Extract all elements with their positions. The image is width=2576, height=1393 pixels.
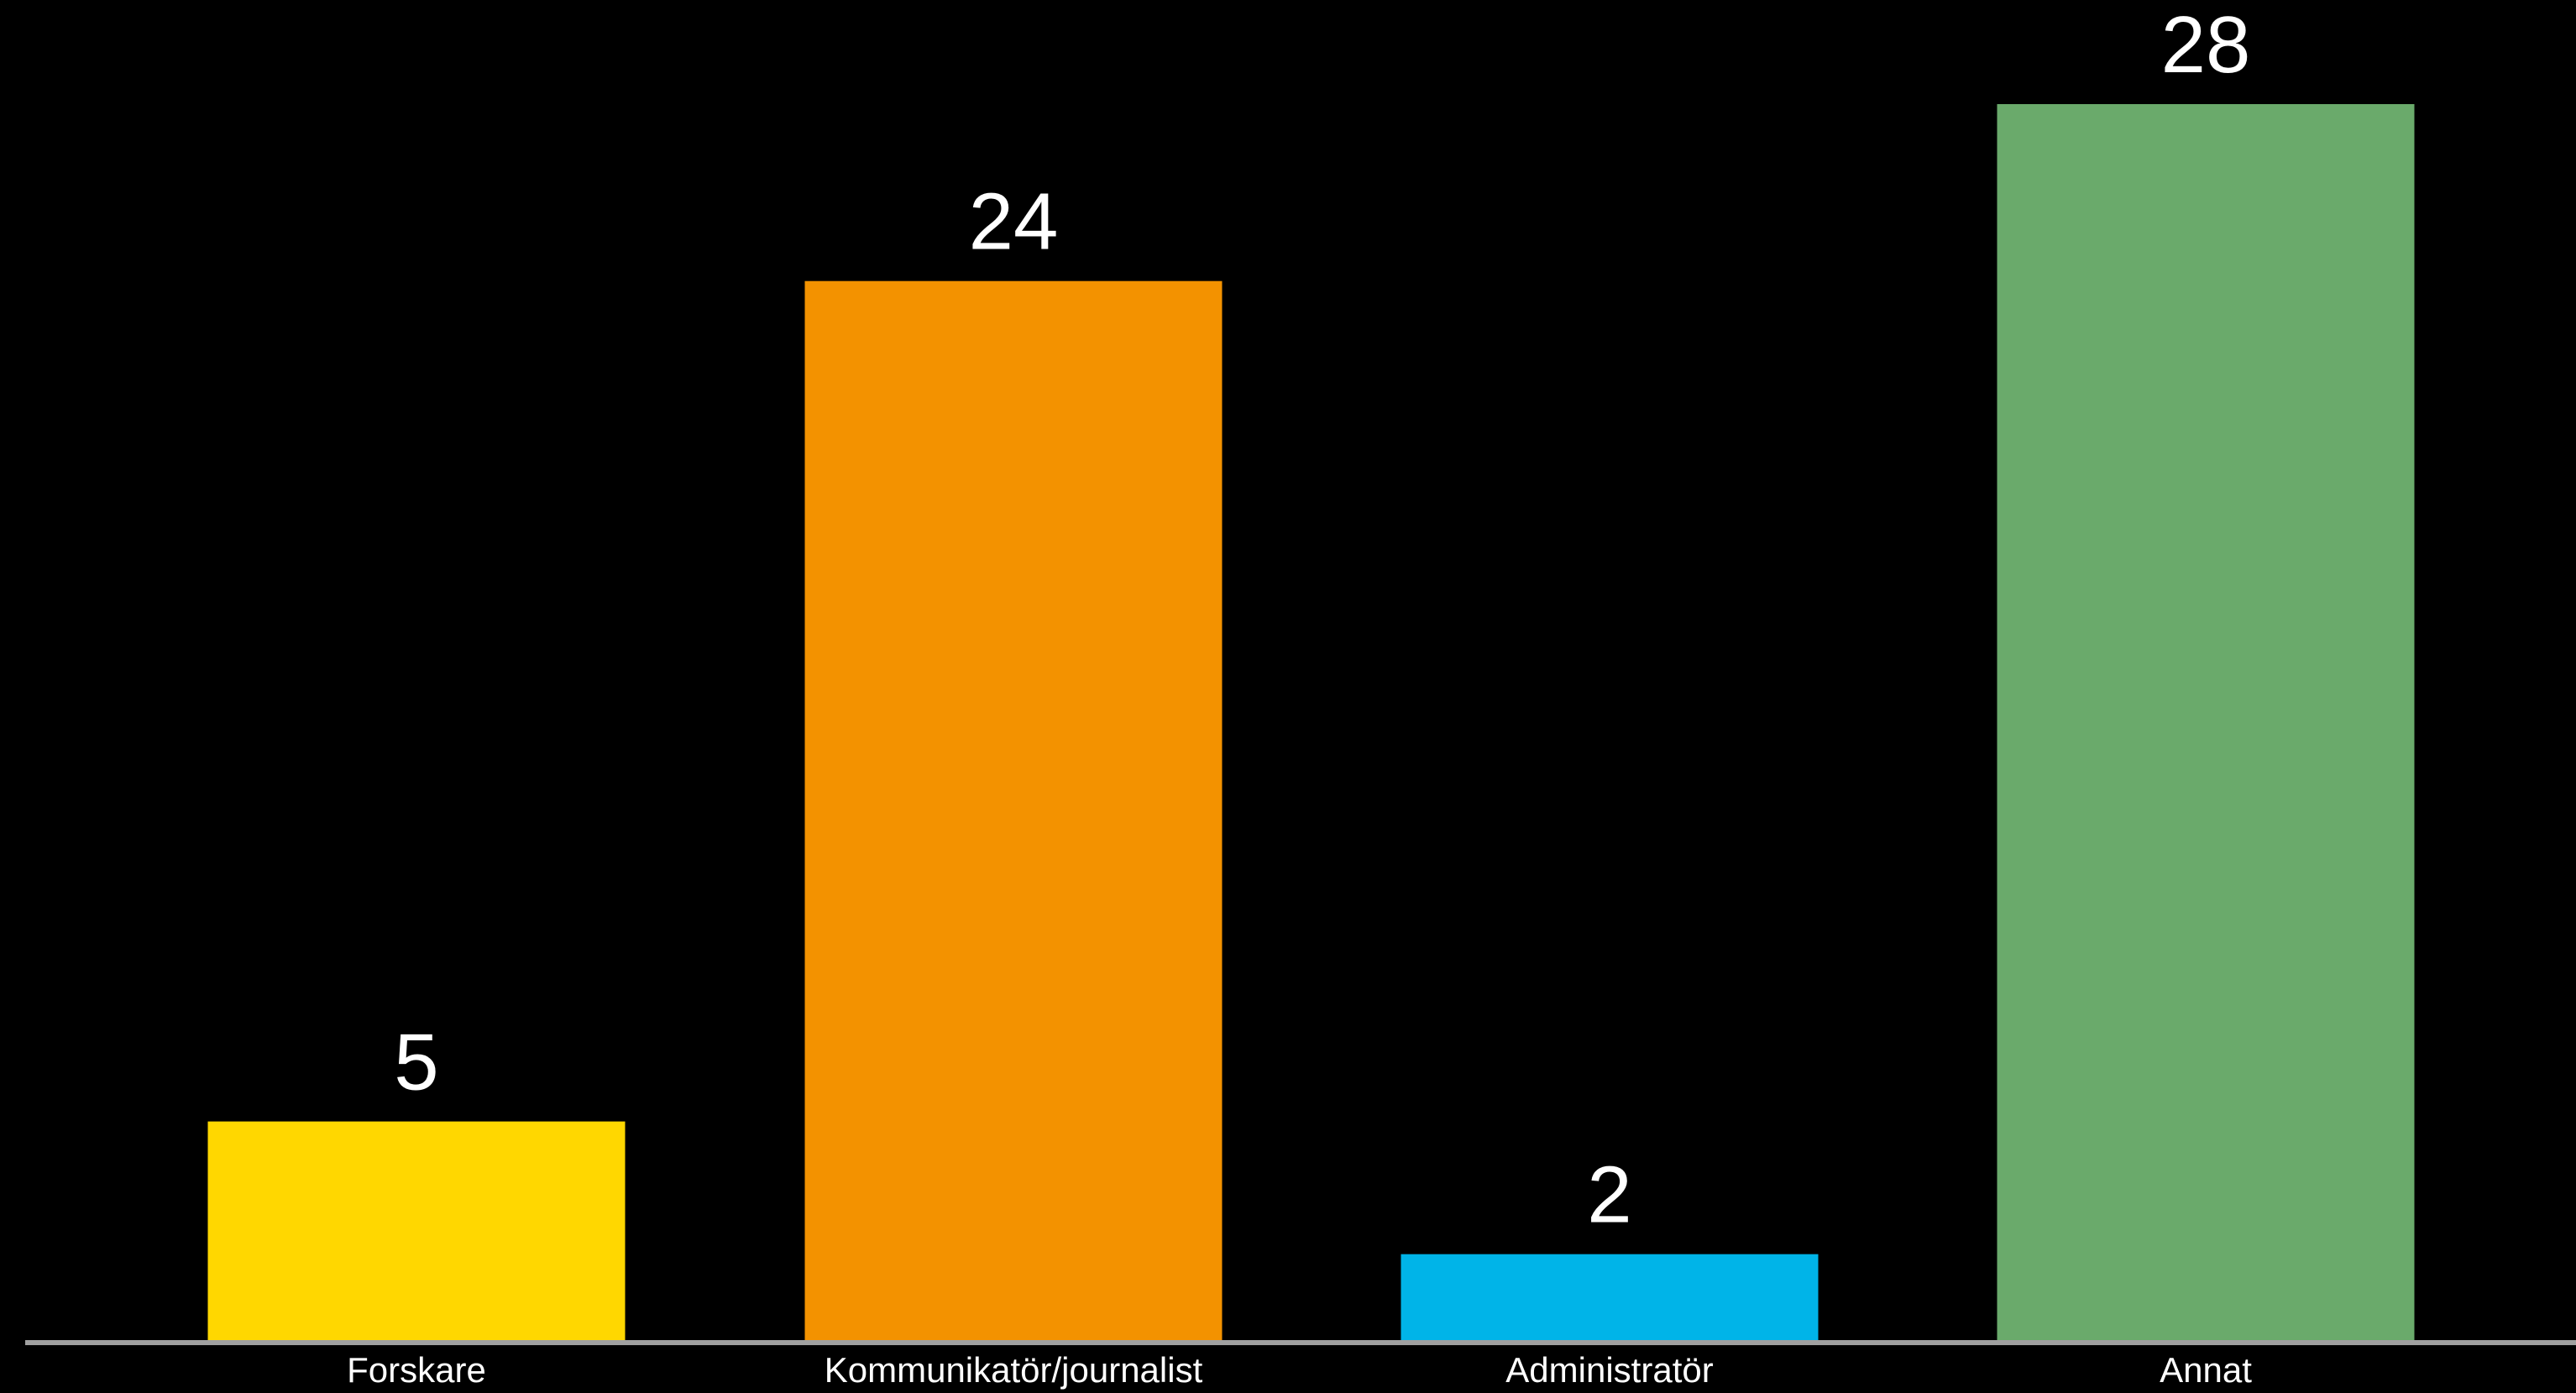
value-label: 2 [1587, 1150, 1631, 1240]
bar-annat [1997, 104, 2415, 1343]
bars-group [207, 104, 2415, 1343]
value-labels-group: 5 24 2 28 [394, 0, 2250, 1240]
category-label: Annat [2160, 1350, 2252, 1390]
value-label: 28 [2161, 0, 2251, 90]
category-label: Kommunikatör/journalist [825, 1350, 1203, 1390]
category-label: Administratör [1505, 1350, 1713, 1390]
category-label: Forskare [347, 1350, 486, 1390]
bar-administrat-r [1401, 1254, 1819, 1343]
value-label: 24 [969, 177, 1059, 267]
value-label: 5 [394, 1018, 438, 1108]
bar-kommunikat-r-journalist [804, 280, 1223, 1343]
bar-forskare [207, 1121, 626, 1343]
category-labels-group: Forskare Kommunikatör/journalist Administr… [347, 1350, 2252, 1390]
